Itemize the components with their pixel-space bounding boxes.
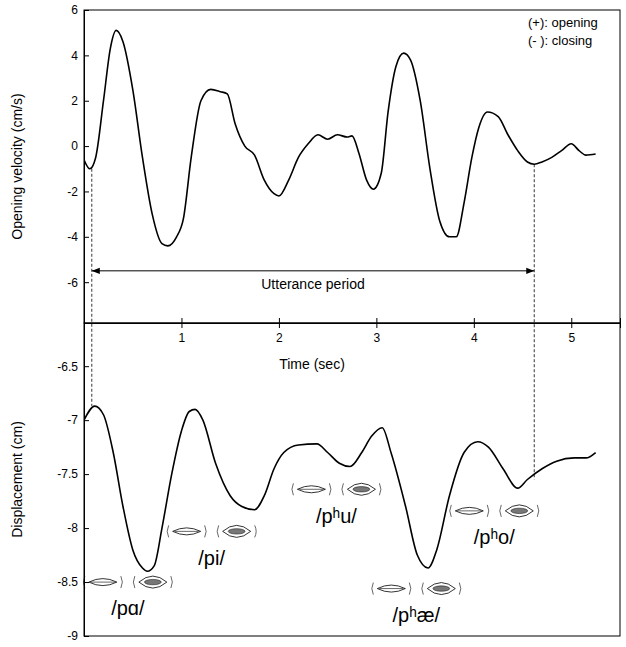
y-tick-label: -7.5 [57, 467, 78, 481]
x-tick: 3 [374, 323, 381, 345]
y-tick-label: -7 [67, 413, 78, 427]
y-tick-mark [84, 528, 89, 529]
span-label: Utterance period [261, 276, 365, 292]
phoneme-label: /pʰo/ [474, 526, 515, 548]
x-tick-label: 5 [568, 331, 575, 345]
x-tick: 2 [276, 323, 283, 345]
span-arrow [92, 270, 534, 271]
x-tick-label: 3 [374, 331, 381, 345]
x-tick-mark [376, 323, 377, 328]
y-tick-mark [84, 101, 89, 102]
y-axis-title: Displacement (cm) [9, 421, 25, 538]
x-tick: 5 [568, 323, 575, 345]
annotation: (- ): closing [528, 33, 592, 48]
x-tick-mark [376, 318, 377, 323]
plot-area [84, 30, 596, 245]
y-tick-mark [84, 282, 89, 283]
y-tick-label: -2 [67, 185, 78, 199]
x-tick-mark [279, 318, 280, 323]
y-tick: 2 [71, 94, 89, 108]
lip-icon [167, 525, 206, 537]
y-tick: -8.5 [57, 575, 89, 589]
y-tick: 6 [71, 3, 89, 17]
y-tick: -7.5 [57, 467, 89, 481]
y-tick-label: -8 [67, 521, 78, 535]
y-tick-label: -6 [67, 276, 78, 290]
y-tick-mark [84, 10, 89, 11]
x-tick-mark [181, 323, 182, 328]
data-line [84, 406, 596, 571]
x-axis-line [85, 324, 621, 329]
y-tick-mark [84, 366, 89, 367]
lip-icon [342, 483, 381, 495]
phoneme-label: /pɑ/ [111, 597, 145, 619]
x-tick-label: 4 [471, 331, 478, 345]
y-tick-mark [84, 237, 89, 238]
y-tick-label: 2 [71, 94, 78, 108]
lip-icon [372, 583, 411, 595]
span-guide [534, 164, 535, 479]
y-axis-title: Opening velocity (cm/s) [9, 93, 25, 239]
chart: -6 -4 -2 0 2 4 6 Opening velocity (cm/s) (+): op… [0, 0, 626, 647]
x-tick [376, 318, 377, 323]
x-tick [279, 318, 280, 323]
plot-area [84, 406, 596, 571]
y-tick: -8 [67, 521, 89, 535]
x-tick: 1 [179, 323, 186, 345]
x-tick-mark [279, 323, 280, 328]
x-tick-label: 2 [276, 331, 283, 345]
y-tick-mark [84, 55, 89, 56]
y-tick: 0 [71, 139, 89, 153]
y-tick-label: 6 [71, 3, 78, 17]
y-tick-mark [84, 146, 89, 147]
y-axis: -9 -8.5 -8 -7.5 -7 -6.5 [57, 324, 89, 644]
x-tick-mark [474, 323, 475, 328]
lip-icon [450, 505, 489, 517]
y-tick-label: 4 [71, 49, 78, 63]
x-tick-mark [571, 318, 572, 323]
y-tick-label: 0 [71, 139, 78, 153]
annotation: (+): opening [528, 15, 598, 30]
lip-icon [83, 576, 122, 588]
y-tick-mark [84, 636, 89, 637]
phoneme-label: /pi/ [198, 547, 225, 569]
y-tick-mark [84, 191, 89, 192]
lip-icon [292, 483, 331, 495]
lip-icon [217, 525, 256, 537]
y-tick-label: -9 [67, 629, 78, 643]
x-tick-mark [181, 318, 182, 323]
x-tick: 4 [471, 323, 478, 345]
x-axis: 1 2 3 4 5 [85, 323, 621, 345]
y-tick: -6.5 [57, 360, 89, 374]
y-tick: -4 [67, 230, 89, 244]
y-axis-line [85, 324, 90, 637]
x-tick-mark [474, 318, 475, 323]
span-guide [91, 169, 92, 406]
lip-icon [133, 576, 172, 588]
x-tick [571, 318, 572, 323]
plot-frame [84, 323, 620, 636]
plot-frame [84, 10, 620, 323]
lip-icon [422, 583, 461, 595]
phoneme-label: /pʰu/ [316, 505, 357, 527]
y-tick: 4 [71, 49, 89, 63]
y-tick-label: -8.5 [57, 575, 78, 589]
x-axis-title: Time (sec) [279, 356, 345, 372]
x-tick-label: 1 [179, 331, 186, 345]
y-tick: -6 [67, 276, 89, 290]
y-tick: -2 [67, 185, 89, 199]
phoneme-label: /pʰæ/ [392, 604, 440, 626]
y-tick-mark [84, 474, 89, 475]
data-line [84, 30, 596, 245]
x-tick-mark [571, 323, 572, 328]
y-tick-label: -4 [67, 230, 78, 244]
y-tick-label: -6.5 [57, 360, 78, 374]
x-tick [474, 318, 475, 323]
lip-icon [500, 505, 539, 517]
y-tick: -9 [67, 629, 89, 643]
x-tick [181, 318, 182, 323]
